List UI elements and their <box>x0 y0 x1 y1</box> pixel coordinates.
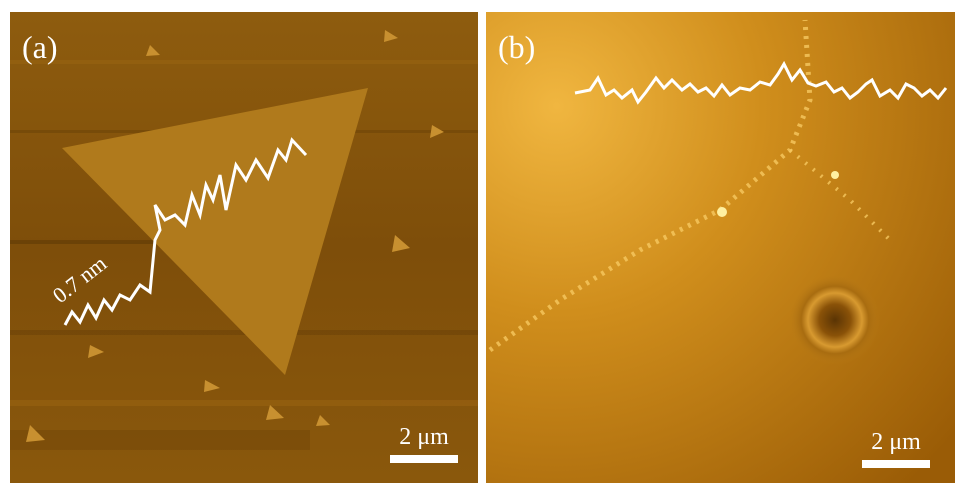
scale-bar <box>390 455 458 463</box>
panel-b: (b) 2 μm <box>486 12 955 483</box>
scale-bar-label: 2 μm <box>399 424 449 450</box>
grain-boundary <box>488 19 813 353</box>
flake <box>62 88 368 375</box>
panel-label: (b) <box>498 29 535 65</box>
panel-label: (a) <box>22 29 58 65</box>
particle <box>717 207 727 217</box>
afm-image <box>486 12 955 483</box>
height-profile <box>574 60 948 105</box>
small-flakes <box>26 30 444 442</box>
scale-bar-label: 2 μm <box>871 429 921 455</box>
height-profile <box>63 137 308 326</box>
scale-bar <box>862 460 930 468</box>
defect <box>790 275 880 365</box>
particle <box>831 171 839 179</box>
panel-a: (a) 0.7 nm 2 μm <box>10 12 478 483</box>
